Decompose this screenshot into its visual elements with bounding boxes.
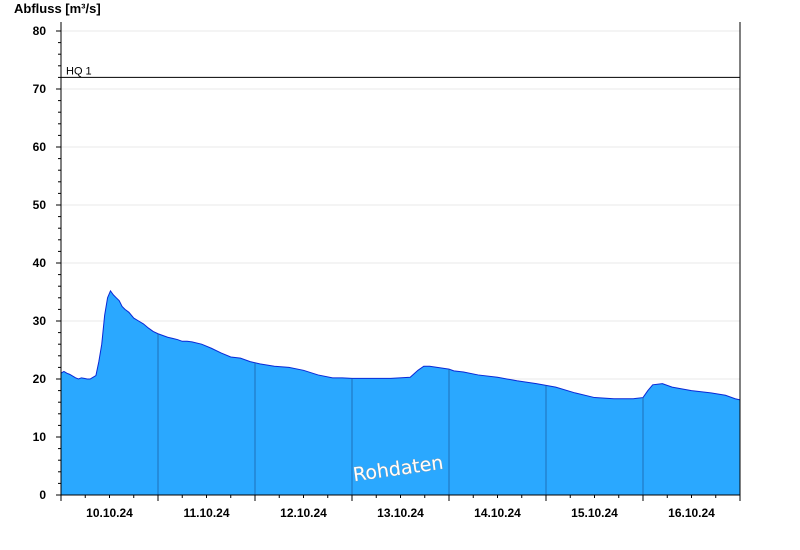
y-tick-label-80: 80 <box>33 24 47 38</box>
y-tick-label-70: 70 <box>33 82 47 96</box>
y-axis-title: Abfluss [m³/s] <box>14 1 101 16</box>
area-series <box>60 289 741 495</box>
y-tick-label-10: 10 <box>33 430 47 444</box>
y-tick-label-0: 0 <box>39 488 46 502</box>
x-tick-label-15.10.24: 15.10.24 <box>571 506 618 520</box>
x-tick-label-13.10.24: 13.10.24 <box>377 506 424 520</box>
y-tick-label-30: 30 <box>33 314 47 328</box>
discharge-line <box>60 289 741 401</box>
hq1-label: HQ 1 <box>66 65 92 77</box>
y-axis-ticks: 0 10 20 30 40 50 60 70 80 <box>33 24 61 502</box>
y-tick-label-60: 60 <box>33 140 47 154</box>
x-axis-ticks: 10.10.24 11.10.24 12.10.24 13.10.24 14.10.24… <box>60 495 741 520</box>
x-tick-label-14.10.24: 14.10.24 <box>474 506 521 520</box>
y-tick-label-50: 50 <box>33 198 47 212</box>
y-tick-label-40: 40 <box>33 256 47 270</box>
x-tick-label-16.10.24: 16.10.24 <box>668 506 715 520</box>
discharge-area <box>61 290 740 495</box>
y-tick-label-20: 20 <box>33 372 47 386</box>
x-tick-label-11.10.24: 11.10.24 <box>183 506 229 520</box>
x-tick-label-12.10.24: 12.10.24 <box>280 506 327 520</box>
hq1-reference: HQ 1 <box>61 65 740 78</box>
x-tick-label-10.10.24: 10.10.24 <box>86 506 133 520</box>
